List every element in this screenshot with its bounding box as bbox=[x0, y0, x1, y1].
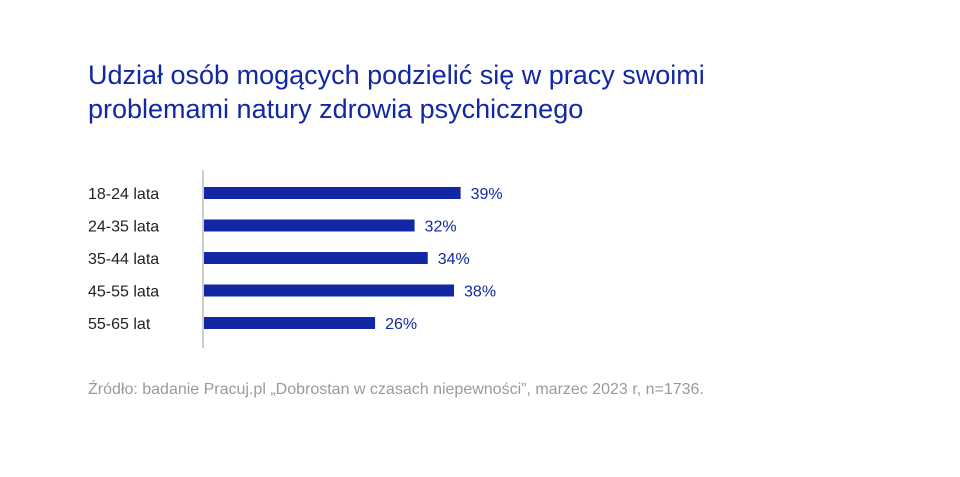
value-label: 32% bbox=[425, 219, 457, 236]
value-label: 26% bbox=[385, 316, 417, 333]
category-label: 24-35 lata bbox=[88, 219, 159, 236]
bar bbox=[204, 252, 428, 264]
source-note: Źródło: badanie Pracuj.pl „Dobrostan w c… bbox=[88, 381, 704, 398]
bar-chart: 18-24 lata 39% 24-35 lata 32% 35-44 lata 34% 4… bbox=[88, 170, 503, 348]
value-label: 38% bbox=[464, 284, 496, 301]
bar bbox=[204, 187, 461, 199]
bar bbox=[204, 284, 455, 297]
category-label: 18-24 lata bbox=[88, 186, 159, 203]
category-label: 55-65 lat bbox=[88, 316, 151, 333]
value-label: 34% bbox=[438, 251, 470, 268]
category-label: 35-44 lata bbox=[88, 251, 159, 268]
value-label: 39% bbox=[471, 186, 503, 203]
bar bbox=[204, 317, 376, 329]
chart-title-line-2: problemami natury zdrowia psychicznego bbox=[88, 94, 584, 124]
chart-title-line-1: Udział osób mogących podzielić się w pra… bbox=[88, 60, 705, 90]
category-label: 45-55 lata bbox=[88, 284, 159, 301]
bar bbox=[204, 219, 415, 232]
chart-title: Udział osób mogących podzielić się w pra… bbox=[88, 58, 705, 126]
